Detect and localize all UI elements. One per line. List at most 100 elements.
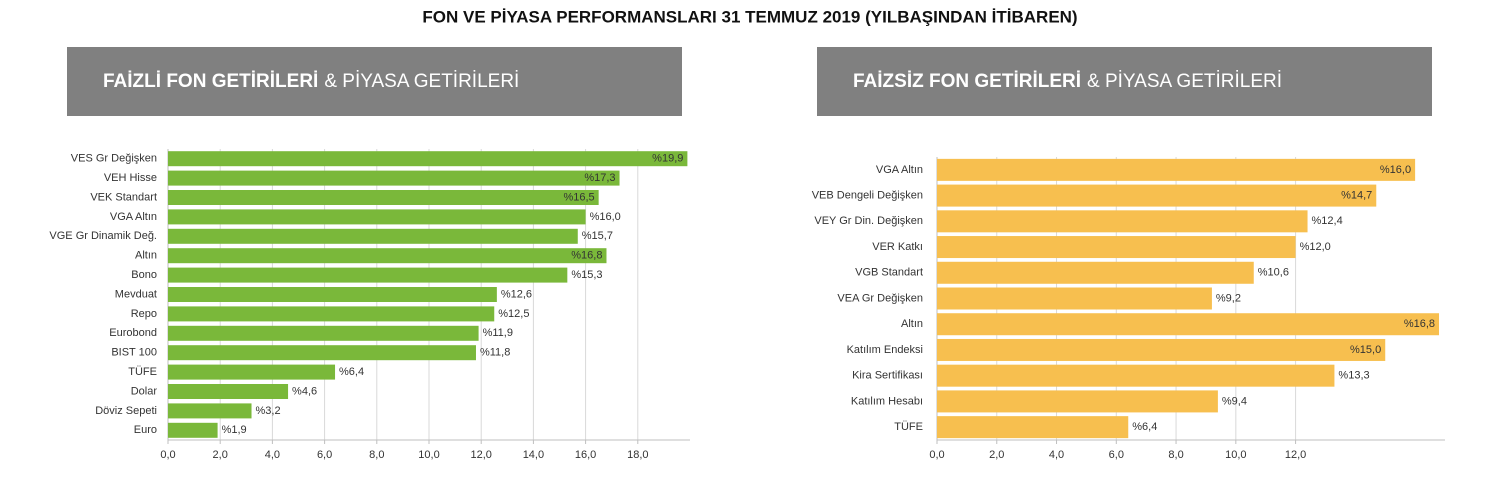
x-tick-label: 4,0 bbox=[1049, 449, 1064, 461]
bar bbox=[168, 228, 578, 244]
category-label: VES Gr Değişken bbox=[71, 153, 157, 165]
category-label: Kira Sertifikası bbox=[852, 370, 923, 382]
category-label: VER Katkı bbox=[872, 241, 923, 253]
category-label: VEB Dengeli Değişken bbox=[812, 189, 923, 201]
value-label: %12,6 bbox=[501, 288, 532, 300]
value-label: %9,4 bbox=[1222, 395, 1247, 407]
value-label: %9,2 bbox=[1216, 292, 1241, 304]
value-label: %16,8 bbox=[1404, 318, 1435, 330]
bar bbox=[937, 390, 1218, 413]
bar bbox=[937, 313, 1440, 336]
bar bbox=[168, 151, 688, 167]
header-text: FAİZLİ FON GETİRİLERİ & PİYASA GETİRİLERİ bbox=[103, 71, 519, 92]
category-label: Bono bbox=[131, 269, 157, 281]
category-label: BIST 100 bbox=[111, 347, 157, 359]
header-box bbox=[817, 47, 1432, 116]
bar bbox=[168, 422, 218, 438]
value-label: %19,9 bbox=[652, 153, 683, 165]
value-label: %15,3 bbox=[571, 269, 602, 281]
bar bbox=[168, 403, 252, 419]
value-label: %11,8 bbox=[480, 347, 510, 359]
category-label: VEK Standart bbox=[90, 191, 157, 203]
x-tick-label: 2,0 bbox=[989, 449, 1004, 461]
x-tick-label: 4,0 bbox=[265, 449, 280, 461]
bar bbox=[937, 364, 1335, 387]
value-label: %15,0 bbox=[1350, 344, 1381, 356]
bar bbox=[168, 306, 495, 322]
bar bbox=[168, 345, 476, 361]
value-label: %6,4 bbox=[1132, 421, 1157, 433]
category-label: Katılım Hesabı bbox=[851, 395, 923, 407]
x-tick-label: 6,0 bbox=[1109, 449, 1124, 461]
category-label: VGE Gr Dinamik Değ. bbox=[49, 230, 157, 242]
category-label: Döviz Sepeti bbox=[95, 405, 157, 417]
header-box bbox=[67, 47, 682, 116]
value-label: %13,3 bbox=[1338, 370, 1369, 382]
value-label: %6,4 bbox=[339, 366, 364, 378]
x-tick-label: 14,0 bbox=[523, 449, 544, 461]
bar bbox=[168, 170, 620, 186]
category-label: VGB Standart bbox=[855, 267, 923, 279]
value-label: %15,7 bbox=[582, 230, 613, 242]
category-label: Altın bbox=[901, 318, 923, 330]
x-tick-label: 0,0 bbox=[160, 449, 175, 461]
x-tick-label: 8,0 bbox=[1168, 449, 1183, 461]
value-label: %14,7 bbox=[1341, 189, 1372, 201]
bar bbox=[168, 364, 336, 380]
x-tick-label: 6,0 bbox=[317, 449, 332, 461]
bar bbox=[168, 190, 599, 205]
category-label: Eurobond bbox=[109, 327, 157, 339]
bar bbox=[168, 287, 497, 302]
x-tick-label: 10,0 bbox=[418, 449, 439, 461]
value-label: %16,0 bbox=[590, 211, 621, 223]
category-label: Katılım Endeksi bbox=[847, 344, 923, 356]
x-tick-label: 16,0 bbox=[575, 449, 596, 461]
x-tick-label: 18,0 bbox=[627, 449, 648, 461]
value-label: %11,9 bbox=[483, 327, 513, 339]
bar bbox=[168, 248, 607, 264]
x-tick-label: 8,0 bbox=[369, 449, 384, 461]
value-label: %17,3 bbox=[584, 172, 615, 184]
value-label: %4,6 bbox=[292, 385, 317, 397]
x-tick-label: 12,0 bbox=[470, 449, 491, 461]
category-label: VEY Gr Din. Değişken bbox=[814, 215, 923, 227]
value-label: %1,9 bbox=[222, 424, 247, 436]
value-label: %3,2 bbox=[256, 405, 281, 417]
header-title: FAİZSİZ FON GETİRİLERİ bbox=[853, 71, 1081, 92]
bar bbox=[168, 384, 289, 399]
bar bbox=[937, 338, 1386, 361]
value-label: %16,8 bbox=[571, 250, 602, 262]
header-text: FAİZSİZ FON GETİRİLERİ & PİYASA GETİRİLER… bbox=[853, 71, 1282, 92]
bar bbox=[937, 287, 1212, 310]
x-tick-label: 2,0 bbox=[213, 449, 228, 461]
value-label: %16,0 bbox=[1380, 164, 1411, 176]
x-tick-label: 0,0 bbox=[929, 449, 944, 461]
value-label: %10,6 bbox=[1258, 267, 1289, 279]
bar bbox=[937, 236, 1296, 259]
category-label: VGA Altın bbox=[110, 211, 157, 223]
category-label: Dolar bbox=[131, 385, 158, 397]
bar bbox=[937, 158, 1416, 181]
category-label: Repo bbox=[131, 308, 157, 320]
bar bbox=[937, 210, 1308, 233]
category-label: VEH Hisse bbox=[104, 172, 157, 184]
value-label: %12,5 bbox=[498, 308, 529, 320]
category-label: VEA Gr Değişken bbox=[837, 292, 923, 304]
bar bbox=[937, 416, 1129, 439]
bar bbox=[937, 261, 1254, 284]
value-label: %12,0 bbox=[1300, 241, 1331, 253]
category-label: TÜFE bbox=[128, 366, 157, 378]
category-label: VGA Altın bbox=[876, 164, 923, 176]
header-title: FAİZLİ FON GETİRİLERİ bbox=[103, 71, 318, 92]
value-label: %12,4 bbox=[1312, 215, 1343, 227]
bar bbox=[937, 184, 1377, 207]
bar bbox=[168, 267, 568, 283]
x-tick-label: 10,0 bbox=[1225, 449, 1246, 461]
header-subtitle: & PİYASA GETİRİLERİ bbox=[324, 71, 519, 92]
category-label: Altın bbox=[135, 250, 157, 262]
category-label: Mevduat bbox=[115, 288, 157, 300]
category-label: Euro bbox=[134, 424, 157, 436]
x-tick-label: 12,0 bbox=[1285, 449, 1306, 461]
bar bbox=[168, 209, 586, 225]
page-title: FON VE PİYASA PERFORMANSLARI 31 TEMMUZ 2… bbox=[422, 7, 1077, 26]
